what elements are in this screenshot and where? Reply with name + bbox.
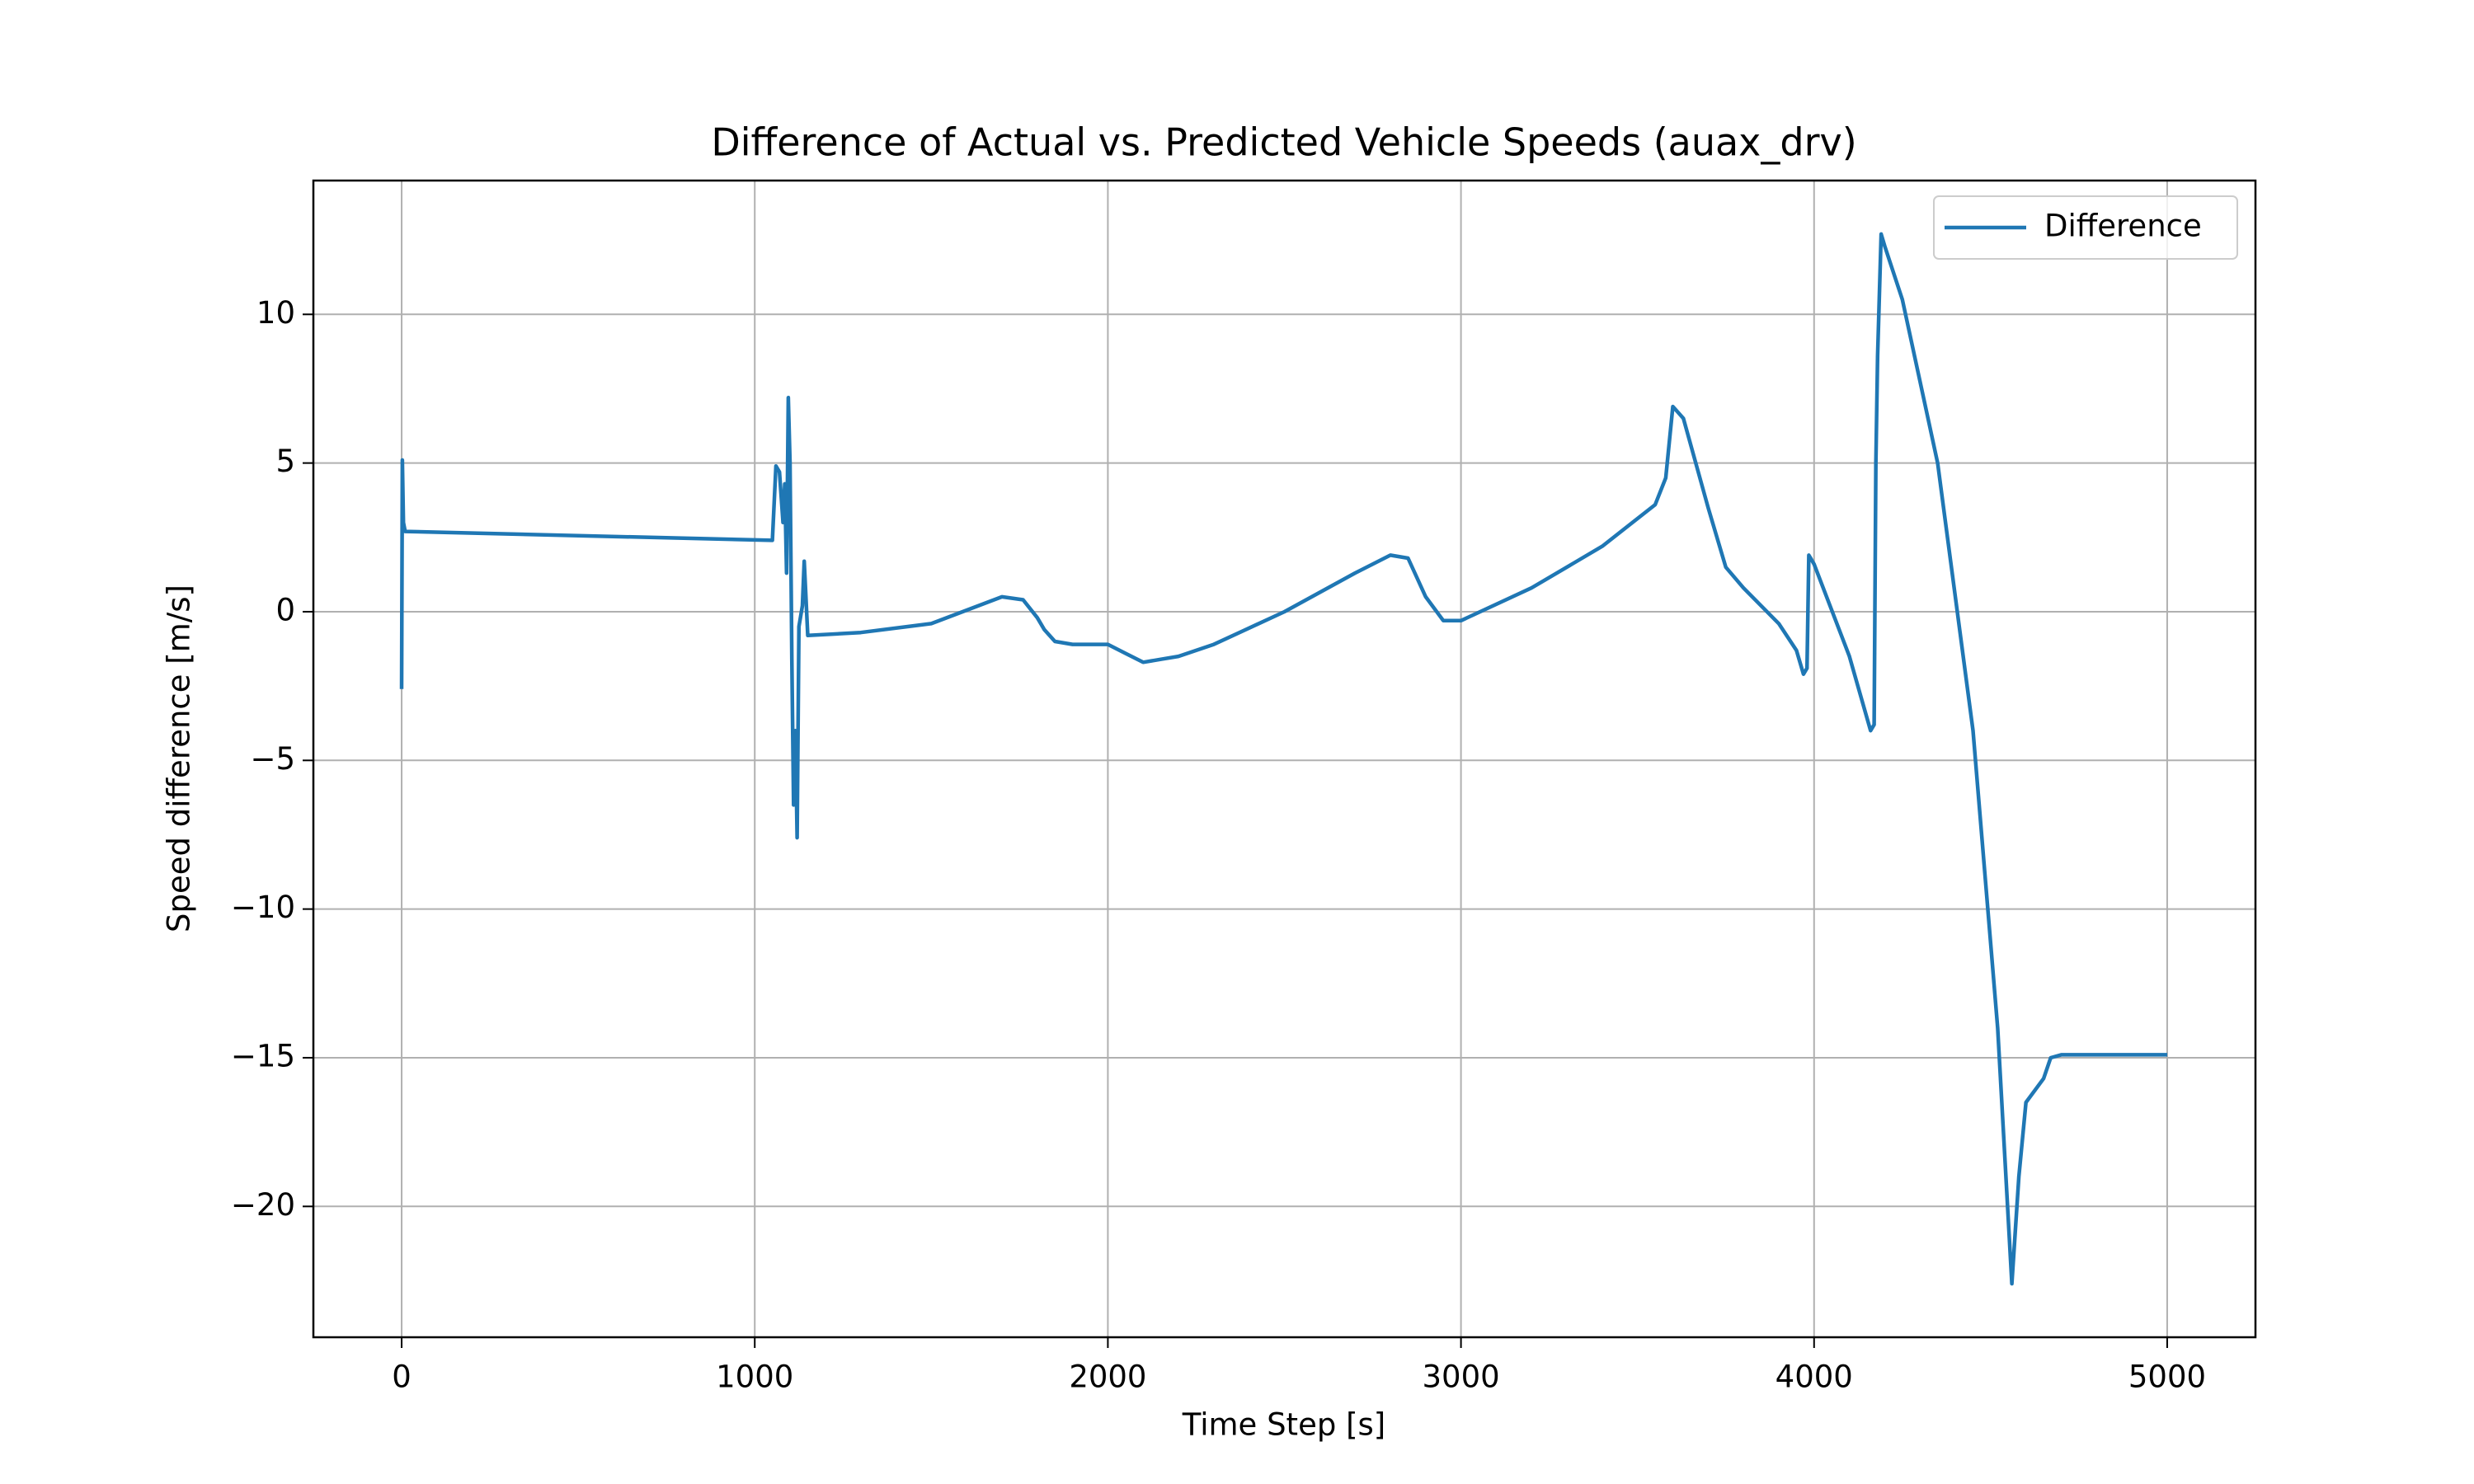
x-axis-label: Time Step [s] (1182, 1407, 1385, 1443)
y-tick-label: −15 (231, 1038, 295, 1073)
y-axis-label: Speed difference [m/s] (162, 585, 197, 932)
y-tick-label: −10 (231, 890, 295, 925)
y-tick-label: 10 (256, 295, 295, 331)
x-tick-label: 1000 (716, 1360, 793, 1395)
data-line (399, 232, 2167, 1286)
y-tick-label: −20 (231, 1187, 295, 1223)
plot-frame (312, 179, 2257, 1339)
x-tick-label: 2000 (1069, 1360, 1146, 1395)
y-tick-label: −5 (250, 741, 295, 777)
x-tick-label: 5000 (2128, 1360, 2206, 1395)
legend-label: Difference (2044, 209, 2202, 244)
y-tick-label: 0 (275, 592, 295, 627)
y-tick-label: 5 (275, 444, 295, 479)
x-tick-label: 0 (392, 1360, 412, 1395)
x-tick-label: 4000 (1776, 1360, 1853, 1395)
legend-box (1933, 195, 2238, 260)
chart-title: Difference of Actual vs. Predicted Vehic… (711, 120, 1856, 165)
x-tick-label: 3000 (1423, 1360, 1500, 1395)
